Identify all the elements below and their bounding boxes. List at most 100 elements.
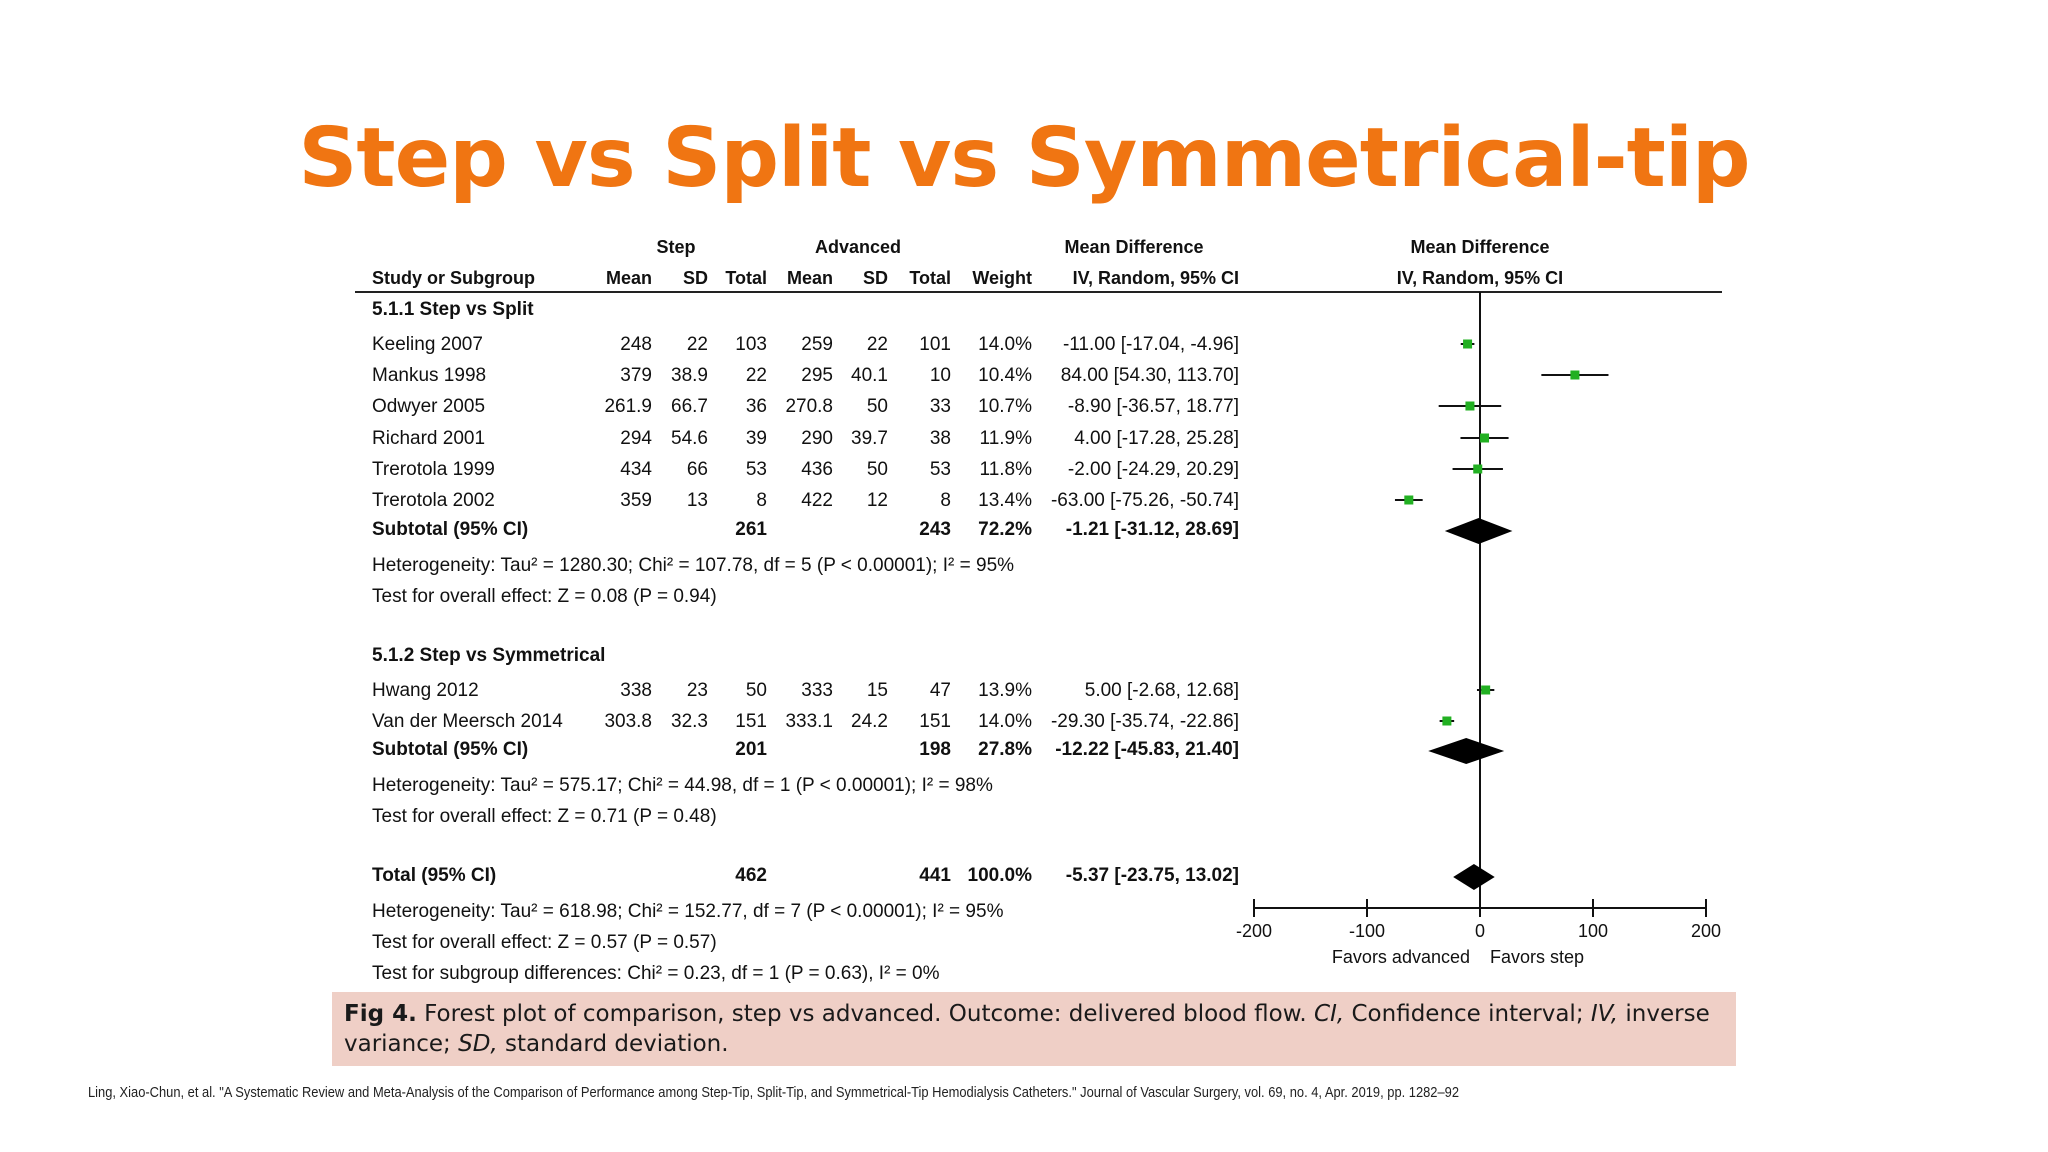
col-header-ci: IV, Random, 95% CI [1073,268,1239,288]
point-estimate-g2-1 [1442,716,1452,726]
weight-g1-0: 14.0% [978,334,1032,355]
caption-seg-1: CI, [1314,1001,1345,1027]
caption-seg-3: IV, [1590,1001,1619,1027]
study-name-g1-5: Trerotola 2002 [372,490,495,511]
ci-text-g1-1: 84.00 [54.30, 113.70] [1061,365,1239,386]
adv-mean-g1-3: 290 [801,428,833,449]
step-total-g1-2: 36 [746,396,767,417]
study-name-g1-4: Trerotola 1999 [372,459,495,480]
adv-mean-g1-1: 295 [801,365,833,386]
summary-ci-text-total: -5.37 [-23.75, 13.02] [1066,865,1239,886]
col-header-study: Study or Subgroup [372,268,535,288]
summary-label-g1: Subtotal (95% CI) [372,519,528,540]
study-name-g2-0: Hwang 2012 [372,680,479,701]
step-sd-g1-3: 54.6 [671,428,708,449]
step-total-g1-1: 22 [746,365,767,386]
adv-mean-g1-4: 436 [801,459,833,480]
col-header-weight: Weight [972,268,1032,288]
adv-sd-g2-0: 15 [867,680,888,701]
summary-weight-g2: 27.8% [978,739,1032,760]
weight-g2-1: 14.0% [978,711,1032,732]
header-group-advanced: Advanced [815,237,901,257]
summary-label-total: Total (95% CI) [372,865,496,886]
step-mean-g1-4: 434 [620,459,652,480]
adv-mean-g2-0: 333 [801,680,833,701]
adv-sd-g1-0: 22 [867,334,888,355]
adv-sd-g1-3: 39.7 [851,428,888,449]
adv-total-g1-0: 101 [919,334,951,355]
weight-g1-4: 11.8% [980,459,1033,480]
adv-sd-g2-1: 24.2 [851,711,888,732]
summary-step-total-g2: 201 [735,739,767,760]
adv-total-g2-0: 47 [930,680,951,701]
forest-plot: Step Advanced Mean Difference Mean Differen… [355,237,1722,984]
adv-total-g2-1: 151 [919,711,951,732]
citation: Ling, Xiao-Chun, et al. "A Systematic Re… [88,1084,1460,1101]
point-estimate-g2-0 [1481,685,1491,695]
study-name-g1-2: Odwyer 2005 [372,396,485,417]
col-header-step-total: Total [725,268,767,288]
step-mean-g2-1: 303.8 [604,711,652,732]
step-total-g1-5: 8 [756,490,767,511]
adv-mean-g2-1: 333.1 [785,711,833,732]
adv-total-g1-5: 8 [940,490,951,511]
x-tick-label-2: 0 [1475,921,1485,941]
overall-effect-1: Test for overall effect: Z = 0.08 (P = 0… [372,586,717,607]
point-estimate-g1-2 [1465,401,1475,411]
x-tick-label-0: -200 [1236,921,1272,941]
step-mean-g1-2: 261.9 [604,396,652,417]
adv-sd-g1-2: 50 [867,396,888,417]
adv-total-g1-4: 53 [930,459,951,480]
weight-g1-5: 13.4% [978,490,1032,511]
total-heterogeneity: Heterogeneity: Tau² = 618.98; Chi² = 152… [372,901,1004,922]
summary-diamond-total [1453,864,1495,890]
adv-sd-g1-4: 50 [867,459,888,480]
step-sd-g2-0: 23 [687,680,708,701]
summary-step-total-g1: 261 [735,519,767,540]
caption-seg-4: inverse variance; [344,1001,1710,1057]
summary-weight-total: 100.0% [968,865,1033,886]
adv-mean-g1-0: 259 [801,334,833,355]
col-header-adv-total: Total [909,268,951,288]
point-estimate-g1-5 [1404,495,1414,505]
summary-adv-total-g1: 243 [919,519,951,540]
step-mean-g2-0: 338 [620,680,652,701]
slide-title: Step vs Split vs Symmetrical-tip [298,111,1750,206]
point-estimate-g1-3 [1480,433,1490,443]
step-sd-g1-5: 13 [687,490,708,511]
weight-g2-0: 13.9% [978,680,1032,701]
weight-g1-2: 10.7% [978,396,1032,417]
heterogeneity-2: Heterogeneity: Tau² = 575.17; Chi² = 44.… [372,775,993,796]
point-estimate-g1-1 [1570,370,1580,380]
col-header-adv-mean: Mean [787,268,833,288]
caption-seg-0: Forest plot of comparison, step vs advan… [416,1001,1315,1027]
header-plot: Mean Difference [1410,237,1549,257]
col-header-step-sd: SD [683,268,708,288]
summary-diamond-g1 [1444,518,1513,544]
weight-g1-1: 10.4% [978,365,1032,386]
ci-text-g1-4: -2.00 [-24.29, 20.29] [1068,459,1239,480]
x-tick-label-4: 200 [1691,921,1721,941]
step-sd-g1-0: 22 [687,334,708,355]
step-mean-g1-5: 359 [620,490,652,511]
x-tick-label-1: -100 [1349,921,1385,941]
step-sd-g1-2: 66.7 [671,396,708,417]
summary-ci-text-g2: -12.22 [-45.83, 21.40] [1055,739,1239,760]
adv-sd-g1-1: 40.1 [851,365,888,386]
ci-text-g1-3: 4.00 [-17.28, 25.28] [1074,428,1239,449]
x-tick-label-3: 100 [1578,921,1608,941]
subgroup-differences: Test for subgroup differences: Chi² = 0.… [372,963,940,984]
point-estimate-g1-4 [1473,464,1483,474]
step-total-g2-1: 151 [735,711,767,732]
ci-text-g1-0: -11.00 [-17.04, -4.96] [1063,334,1239,355]
col-header-step-mean: Mean [606,268,652,288]
ci-text-g2-0: 5.00 [-2.68, 12.68] [1085,680,1239,701]
adv-sd-g1-5: 12 [867,490,888,511]
summary-diamond-g2 [1428,738,1505,764]
weight-g1-3: 11.9% [980,428,1033,449]
adv-mean-g1-5: 422 [801,490,833,511]
header-group-step: Step [656,237,695,257]
subgroup-title-1: 5.1.1 Step vs Split [372,299,534,320]
ci-text-g1-2: -8.90 [-36.57, 18.77] [1068,396,1239,417]
favors-left-label: Favors advanced [1332,947,1470,967]
